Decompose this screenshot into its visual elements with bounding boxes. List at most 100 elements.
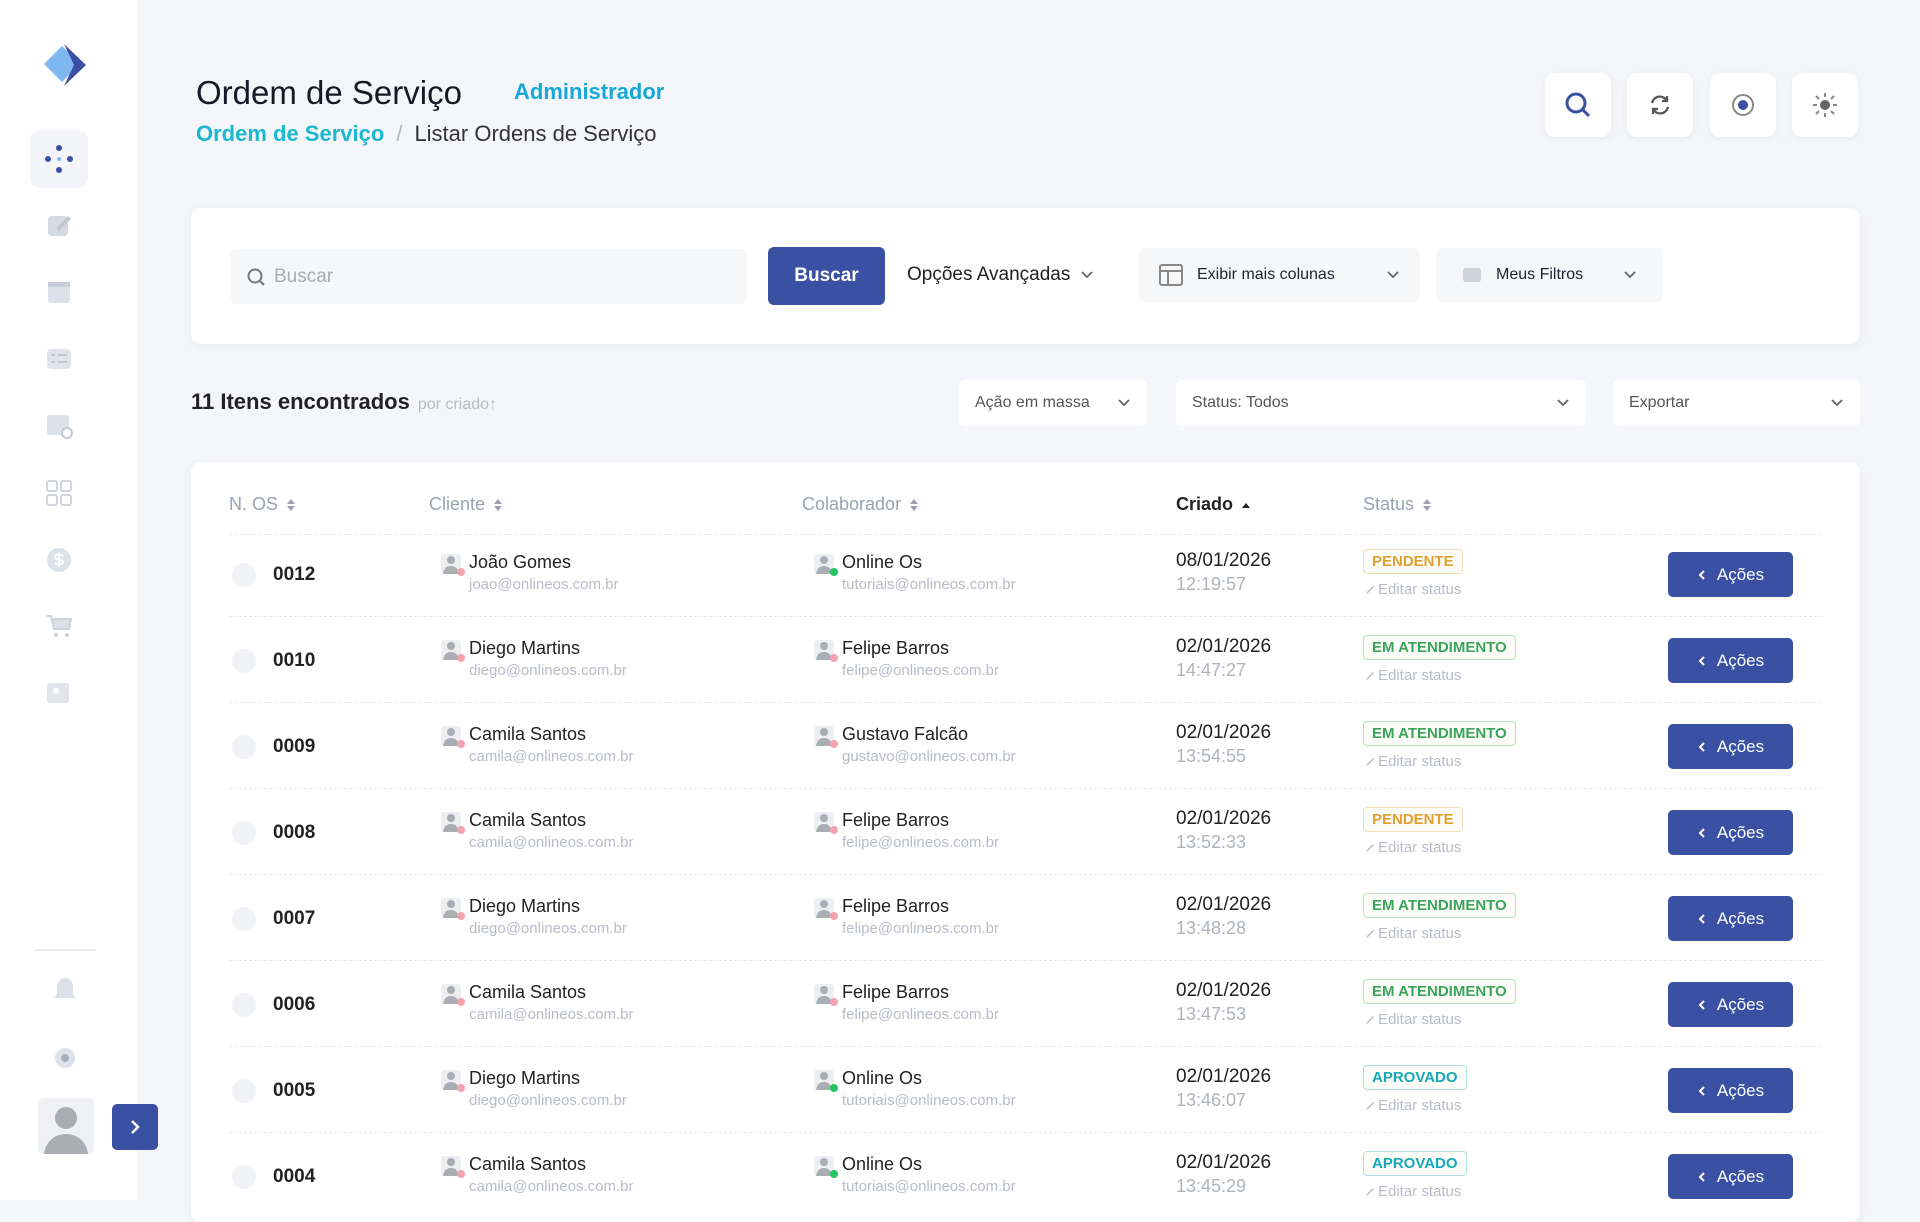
column-label: Cliente: [429, 494, 486, 514]
status-badge: EM ATENDIMENTO: [1363, 635, 1516, 660]
actions-button[interactable]: Ações: [1668, 1068, 1793, 1113]
nav-grid[interactable]: [30, 464, 88, 522]
collaborator-name: Felipe Barros: [842, 810, 950, 830]
created-date: 02/01/2026: [1176, 808, 1272, 829]
avatar: [441, 897, 465, 926]
row-checkbox[interactable]: [232, 649, 256, 673]
row-divider: [229, 1046, 1822, 1047]
search-button[interactable]: [1545, 73, 1611, 137]
breadcrumb-link[interactable]: Ordem de Serviço: [196, 121, 385, 146]
bulk-action[interactable]: Ação em massa: [959, 380, 1147, 426]
os-number: 0008: [273, 822, 316, 843]
collaborator-email: felipe@onlineos.com.br: [842, 834, 999, 851]
edit-status[interactable]: Editar status: [1365, 667, 1461, 684]
nav-schedule[interactable]: [30, 396, 88, 454]
column-header[interactable]: Status: [1363, 494, 1432, 515]
nav-tasks[interactable]: [30, 330, 88, 388]
actions-button[interactable]: Ações: [1668, 1154, 1793, 1199]
actions-button[interactable]: Ações: [1668, 982, 1793, 1027]
actions-button[interactable]: Ações: [1668, 724, 1793, 769]
collaborator-name: Felipe Barros: [842, 982, 950, 1002]
icon: [47, 415, 73, 439]
edit-status[interactable]: Editar status: [1365, 839, 1461, 856]
search-submit[interactable]: Buscar: [768, 247, 885, 305]
icon-graphic: [814, 640, 838, 662]
advanced-options[interactable]: Opções Avançadas: [907, 264, 1094, 286]
icon: [1365, 929, 1375, 939]
created-date: 08/01/2026: [1176, 550, 1272, 571]
notifications[interactable]: [50, 975, 80, 1005]
theme-button[interactable]: [1792, 73, 1858, 137]
status-filter[interactable]: Status: Todos: [1176, 380, 1586, 426]
columns-button[interactable]: Exibir mais colunas: [1139, 248, 1420, 302]
edit-status[interactable]: Editar status: [1365, 1183, 1461, 1200]
actions-button[interactable]: Ações: [1668, 896, 1793, 941]
refresh-button[interactable]: [1627, 73, 1693, 137]
row-checkbox[interactable]: [232, 735, 256, 759]
column-header[interactable]: N. OS: [229, 494, 296, 515]
user-avatar[interactable]: [38, 1098, 94, 1154]
icon: [1650, 95, 1670, 115]
row-checkbox[interactable]: [232, 1165, 256, 1189]
os-number: 0010: [273, 650, 316, 671]
nav-dashboard[interactable]: [30, 130, 88, 188]
search-input[interactable]: Buscar: [230, 249, 747, 304]
search-card: Buscar Buscar Opções Avançadas Exibir ma…: [191, 208, 1860, 344]
icon-graphic: [1698, 999, 1705, 1010]
settings[interactable]: [50, 1043, 80, 1073]
location-button[interactable]: [1710, 73, 1776, 137]
edit-status[interactable]: Editar status: [1365, 1097, 1461, 1114]
icon: [247, 268, 265, 286]
edit-label: Editar status: [1378, 1183, 1462, 1200]
created-time: 13:52:33: [1176, 832, 1247, 852]
edit-status[interactable]: Editar status: [1365, 925, 1461, 942]
edit-status[interactable]: Editar status: [1365, 581, 1461, 598]
row-checkbox[interactable]: [232, 1079, 256, 1103]
nav-calendar[interactable]: [30, 263, 88, 321]
export[interactable]: Exportar: [1613, 380, 1860, 426]
icon-graphic: [1366, 1187, 1374, 1196]
row-checkbox[interactable]: [232, 821, 256, 845]
client-email: camila@onlineos.com.br: [469, 1006, 634, 1023]
icon-graphic: [441, 1070, 465, 1092]
client-email: diego@onlineos.com.br: [469, 920, 627, 937]
nav-finance[interactable]: [30, 531, 88, 589]
row-checkbox[interactable]: [232, 907, 256, 931]
client-name: João Gomes: [469, 552, 572, 572]
edit-status[interactable]: Editar status: [1365, 1011, 1461, 1028]
created-time: 13:46:07: [1176, 1090, 1247, 1110]
actions-label: Ações: [1716, 650, 1765, 670]
client-name: Diego Martins: [469, 1068, 581, 1088]
row-checkbox[interactable]: [232, 993, 256, 1017]
export-label: Exportar: [1629, 394, 1690, 411]
nav-edit[interactable]: [30, 196, 88, 254]
collaborator-name: Felipe Barros: [842, 638, 950, 658]
column-header[interactable]: Criado: [1176, 494, 1251, 515]
icon-graphic: [1423, 498, 1432, 511]
row-checkbox[interactable]: [232, 563, 256, 587]
column-header[interactable]: Cliente: [429, 494, 503, 515]
expand-sidebar[interactable]: [112, 1104, 158, 1150]
results-sort[interactable]: por criado↑: [417, 396, 498, 413]
column-label: Status: [1363, 494, 1415, 514]
table-card: N. OS Cliente Colaborador Criado Status 0012 J…: [191, 462, 1860, 1222]
actions-button[interactable]: Ações: [1668, 638, 1793, 683]
edit-label: Editar status: [1378, 667, 1462, 684]
filters-button[interactable]: Meus Filtros: [1436, 248, 1663, 302]
icon: [47, 683, 69, 703]
actions-button[interactable]: Ações: [1668, 810, 1793, 855]
nav-contacts[interactable]: [30, 664, 88, 722]
actions-button[interactable]: Ações: [1668, 552, 1793, 597]
nav-cart[interactable]: [30, 597, 88, 655]
icon: [1697, 913, 1707, 925]
avatar: [441, 725, 465, 754]
icon: [1118, 399, 1130, 407]
edit-status[interactable]: Editar status: [1365, 753, 1461, 770]
column-header[interactable]: Colaborador: [802, 494, 919, 515]
avatar: [814, 1155, 838, 1184]
row-divider: [229, 788, 1822, 789]
role: Administrador: [514, 79, 665, 104]
table-row: 0010 Diego Martins diego@onlineos.com.br Fe…: [191, 617, 1860, 703]
avatar: [441, 553, 465, 582]
